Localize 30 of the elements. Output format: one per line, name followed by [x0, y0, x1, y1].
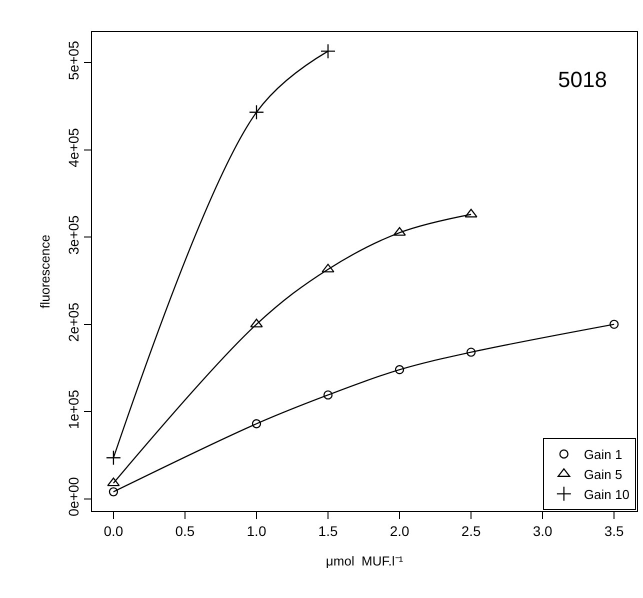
point: [610, 320, 619, 329]
x-tick-label: 1.5: [318, 522, 338, 539]
y-tick-label: 3e+05: [65, 215, 82, 255]
point: [108, 487, 118, 496]
point: [323, 390, 333, 400]
x-tick-label: 3.5: [604, 522, 624, 539]
legend-label: Gain 10: [584, 486, 630, 502]
legend-label: Gain 1: [584, 447, 622, 462]
y-tick-label: 4e+05: [65, 128, 82, 168]
legend-label: Gain 5: [584, 466, 622, 482]
x-tick-label: 0.5: [175, 522, 195, 539]
point: [107, 477, 120, 486]
annotation: 5018: [558, 67, 607, 92]
x-axis-title: μmol MUF.l⁻¹: [326, 553, 404, 568]
y-axis-title: fluorescence: [37, 234, 52, 308]
point: [394, 365, 404, 374]
x-tick-label: 3.0: [532, 522, 553, 539]
x-tick-label: 0.0: [104, 522, 124, 539]
y-tick-label: 2e+05: [65, 302, 82, 342]
point: [106, 450, 122, 466]
point: [252, 419, 262, 428]
y-tick-label: 1e+05: [65, 390, 82, 430]
x-tick-label: 2.0: [390, 522, 410, 539]
point: [248, 104, 264, 120]
y-tick-label: 0e+00: [65, 476, 82, 516]
x-tick-label: 1.0: [246, 522, 266, 539]
point: [466, 348, 476, 357]
y-tick-label: 5e+05: [65, 40, 82, 80]
x-tick-label: 2.5: [461, 522, 482, 539]
point: [320, 44, 336, 59]
